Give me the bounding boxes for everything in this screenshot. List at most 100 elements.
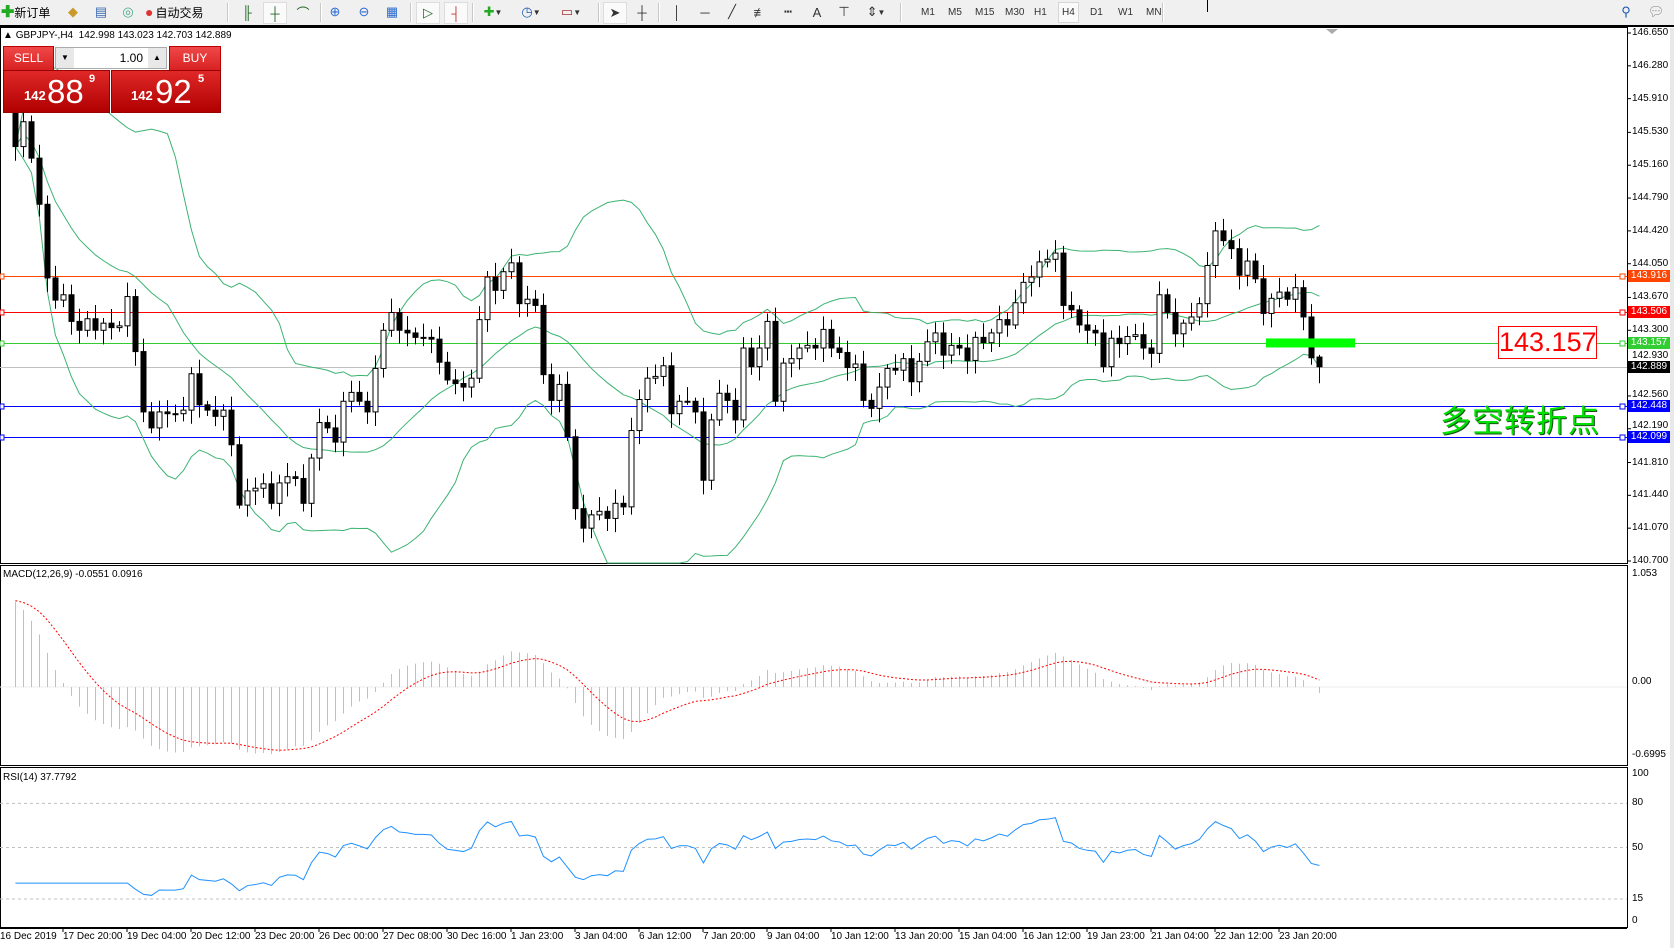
buy-price-button[interactable]: 142 92 5 — [111, 70, 221, 113]
price-axis-label: 145.160 — [1632, 159, 1669, 170]
level-handle — [1619, 340, 1626, 347]
periods-button[interactable]: ◷ ▼ — [516, 2, 546, 22]
candle — [1100, 332, 1107, 368]
candle — [916, 360, 923, 383]
sell-price-button[interactable]: 142 88 9 — [3, 70, 110, 113]
time-axis-label: 17 Dec 20:00 — [63, 931, 123, 942]
candle — [764, 320, 771, 349]
level-handle — [1619, 273, 1626, 280]
candle — [628, 430, 635, 508]
lot-decrease-button[interactable]: ▼ — [56, 48, 74, 68]
candle — [980, 336, 987, 344]
vertical-line-button[interactable]: │ — [666, 2, 688, 22]
time-axis-label: 30 Dec 16:00 — [447, 931, 507, 942]
lot-size-input[interactable]: 1.00 — [119, 51, 143, 65]
timeframe-h1[interactable]: H1 — [1034, 7, 1047, 18]
tile-windows-button[interactable]: ▦ — [381, 2, 403, 22]
crosshair-button[interactable]: ┼ — [631, 2, 653, 22]
candle — [188, 373, 195, 411]
zoom-in-button[interactable]: ⊕ — [324, 2, 346, 22]
cursor-button[interactable]: ➤ — [603, 2, 627, 24]
candle — [1268, 297, 1275, 314]
templates-icon: ▭ — [560, 4, 574, 19]
candle — [500, 271, 507, 291]
rsi-axis-label: 100 — [1632, 768, 1649, 779]
candle — [828, 328, 835, 349]
auto-scroll-button[interactable]: ▷ — [416, 2, 440, 24]
arrows-icon: ⇕ — [866, 4, 878, 19]
candle — [348, 391, 355, 402]
candle — [172, 413, 179, 416]
timeframe-m1[interactable]: M1 — [921, 7, 935, 18]
chart-header: ▲ GBPJPY-,H4 142.998 143.023 142.703 142… — [3, 30, 232, 41]
level-handle — [1619, 403, 1626, 410]
level-handle — [0, 340, 5, 347]
data-window-button[interactable]: ▤ — [90, 2, 112, 22]
text-button[interactable]: A — [806, 2, 828, 22]
candle — [116, 325, 123, 329]
vertical-line-icon: │ — [672, 4, 682, 20]
lot-size-stepper[interactable]: ▼ 1.00 ▲ — [55, 47, 167, 69]
indicators-button[interactable]: ✚ ▼ — [478, 2, 508, 22]
chat-button[interactable]: 💬︎ — [1645, 2, 1667, 22]
timeframe-mn[interactable]: MN — [1146, 7, 1162, 18]
time-axis-label: 21 Jan 04:00 — [1151, 931, 1209, 942]
navigator-button[interactable]: ◎ — [117, 2, 139, 22]
time-axis-label: 26 Dec 00:00 — [319, 931, 379, 942]
candle — [644, 377, 651, 400]
buy-button[interactable]: BUY — [169, 46, 221, 72]
timeframe-m15[interactable]: M15 — [975, 7, 995, 18]
candle — [748, 347, 755, 368]
timeframe-d1[interactable]: D1 — [1090, 7, 1103, 18]
cursor-icon: ➤ — [609, 5, 621, 20]
candle — [140, 351, 147, 413]
macd-panel-frame — [0, 565, 1628, 766]
data-window-icon: ▤ — [94, 4, 108, 19]
line-chart-button[interactable]: ⌒ — [292, 2, 314, 22]
candle — [324, 422, 331, 429]
candle — [452, 379, 459, 385]
bar-chart-button[interactable]: ╟ — [236, 2, 258, 22]
level-handle — [0, 309, 5, 316]
arrows-button[interactable]: ⇕ ▼ — [861, 2, 891, 22]
candle — [692, 400, 699, 413]
candle — [964, 347, 971, 361]
time-axis-label: 1 Jan 23:00 — [511, 931, 564, 942]
timeframe-m5[interactable]: M5 — [948, 7, 962, 18]
trendline-button[interactable]: ╱ — [721, 2, 743, 22]
bar-chart-icon: ╟ — [242, 4, 252, 20]
right-edge-strip — [1670, 28, 1674, 948]
fibonacci-button[interactable]: ≢ — [749, 2, 771, 22]
candle — [860, 363, 867, 401]
lot-increase-button[interactable]: ▲ — [148, 48, 166, 68]
zoom-out-button[interactable]: ⊖ — [353, 2, 375, 22]
search-button[interactable]: ⚲ — [1615, 2, 1637, 22]
annotation-text[interactable]: 多空转折点 — [1440, 404, 1600, 440]
auto-trading-button[interactable]: ● 自动交易 — [145, 4, 204, 20]
templates-button[interactable]: ▭ ▼ — [556, 2, 586, 22]
candle — [508, 262, 515, 273]
candle — [732, 399, 739, 421]
candle — [612, 502, 619, 519]
candle — [196, 373, 203, 406]
main-panel-frame — [0, 27, 1628, 564]
timeframe-h4[interactable]: H4 — [1058, 2, 1079, 23]
time-axis-label: 23 Jan 20:00 — [1279, 931, 1337, 942]
timeframe-w1[interactable]: W1 — [1118, 7, 1133, 18]
candlestick-button[interactable]: ┼ — [263, 2, 287, 24]
chevron-down-icon: ▼ — [573, 7, 582, 17]
chart-shift-button[interactable]: ┤ — [444, 2, 468, 24]
new-order-button[interactable]: ✚ 新订单 — [1, 4, 51, 21]
text-label-button[interactable]: ⊤ — [833, 2, 855, 22]
candle — [636, 398, 643, 432]
annotation-price-label[interactable]: 143.157 — [1498, 326, 1597, 359]
level-handle — [1619, 309, 1626, 316]
candle — [132, 296, 139, 353]
market-watch-button[interactable]: ◆ — [62, 2, 84, 22]
candle — [1244, 260, 1251, 276]
fibonacci-fan-button[interactable]: ┅ — [777, 2, 799, 22]
sell-button[interactable]: SELL — [3, 46, 54, 72]
horizontal-line-button[interactable]: ─ — [694, 2, 716, 22]
timeframe-m30[interactable]: M30 — [1005, 7, 1025, 18]
